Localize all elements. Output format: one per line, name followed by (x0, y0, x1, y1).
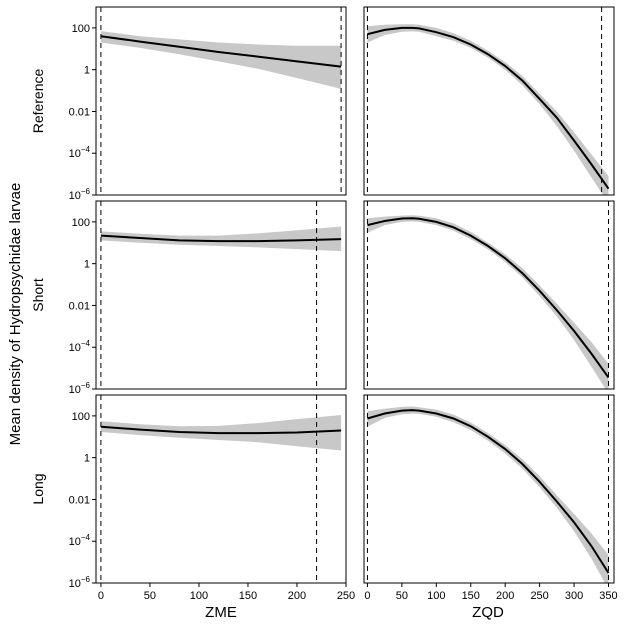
y-tick-label: 10−6 (69, 187, 91, 202)
x-tick-label: 300 (565, 590, 583, 602)
x-tick-label: 250 (530, 590, 548, 602)
x-tick-label: 350 (599, 590, 617, 602)
panel-frame-short-zme (95, 200, 347, 390)
fitted-line-long-zme (100, 425, 342, 435)
row-label-long: Long (30, 473, 46, 504)
x-tick-label: 250 (337, 590, 355, 602)
y-tick-label: 1 (84, 453, 90, 465)
fitted-line-short-zme (100, 234, 342, 243)
x-tick-label: 100 (190, 590, 208, 602)
x-tick-label: 0 (98, 590, 104, 602)
x-axis-title-zqd: ZQD (472, 604, 504, 621)
panel-frame-reference-zqd (363, 6, 615, 196)
y-tick-label: 100 (72, 217, 90, 229)
y-tick-label: 10−4 (69, 145, 91, 160)
y-tick-label: 1 (84, 259, 90, 271)
fitted-line-reference-zme (100, 35, 342, 68)
y-tick-label: 0.01 (69, 494, 90, 506)
row-label-short: Short (30, 278, 46, 312)
panel-frame-reference-zme (95, 6, 347, 196)
confidence-band-reference-zqd (367, 24, 609, 195)
y-tick-label: 10−4 (69, 339, 91, 354)
panels-group: Reference10010.0110−410−6Short10010.0110… (30, 6, 618, 602)
x-tick-label: 150 (462, 590, 480, 602)
y-tick-label: 100 (72, 411, 90, 423)
y-tick-label: 10−6 (69, 575, 91, 590)
y-tick-label: 10−6 (69, 381, 91, 396)
confidence-band-short-zqd (367, 215, 609, 389)
row-label-reference: Reference (30, 68, 46, 133)
fitted-line-long-zqd (367, 409, 610, 574)
x-tick-label: 100 (427, 590, 445, 602)
panel-frame-long-zqd (363, 394, 615, 584)
fitted-line-reference-zqd (367, 26, 610, 190)
y-tick-label: 100 (72, 23, 90, 35)
x-axis-title-zme: ZME (205, 604, 237, 621)
panel-frame-short-zqd (363, 200, 615, 390)
x-tick-label: 50 (144, 590, 156, 602)
confidence-band-short-zme (100, 226, 342, 252)
labels-group: Mean density of Hydropsychidae larvae ZM… (7, 183, 504, 621)
fitted-line-short-zqd (367, 217, 610, 379)
x-tick-label: 200 (288, 590, 306, 602)
x-tick-label: 200 (496, 590, 514, 602)
confidence-band-reference-zme (100, 31, 342, 89)
x-tick-label: 150 (239, 590, 257, 602)
y-axis-title: Mean density of Hydropsychidae larvae (7, 183, 24, 446)
y-tick-label: 0.01 (69, 300, 90, 312)
y-tick-label: 1 (84, 65, 90, 77)
x-tick-label: 0 (364, 590, 370, 602)
panel-frame-long-zme (95, 394, 347, 584)
confidence-band-long-zqd (367, 406, 609, 583)
y-tick-label: 0.01 (69, 106, 90, 118)
x-tick-label: 50 (396, 590, 408, 602)
y-tick-label: 10−4 (69, 533, 91, 548)
